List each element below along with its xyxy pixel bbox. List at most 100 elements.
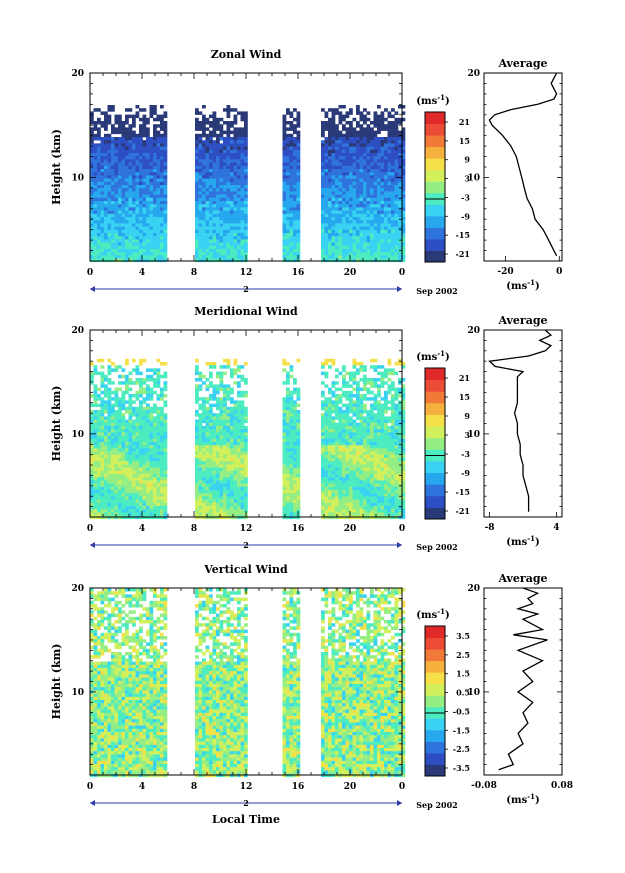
panel-title: Zonal Wind — [211, 48, 282, 61]
y-axis-label: Height (km) — [50, 644, 63, 720]
colorbar-level: 15 — [459, 392, 470, 402]
colorbar-swatch — [425, 158, 445, 171]
average-y-tick: 10 — [467, 430, 480, 440]
colorbar-level: -9 — [461, 211, 470, 221]
colorbar-level: -21 — [456, 249, 470, 259]
colorbar-swatch — [425, 368, 445, 381]
colorbar-unit-base: (ms — [416, 610, 437, 621]
colorbar-swatch — [425, 672, 445, 685]
colorbar-level: -15 — [456, 487, 470, 497]
colorbar-unit-exp: -1 — [437, 349, 445, 358]
x-tick-label: 8 — [191, 524, 197, 534]
average-y-tick: 10 — [467, 688, 480, 698]
colorbar-swatch — [425, 379, 445, 392]
colorbar-level: 2.5 — [456, 650, 470, 660]
x-axis: 0 4 8 12 16 20 0 — [87, 330, 405, 534]
colorbar-unit-base: (ms — [416, 96, 437, 107]
x-tick-label: 12 — [240, 782, 253, 792]
day-marker: 2 — [243, 540, 249, 550]
colorbar-level: 0.5 — [456, 688, 470, 698]
average-line — [498, 587, 548, 771]
colorbar-swatch — [425, 626, 445, 639]
colorbar-level: 15 — [459, 136, 470, 146]
x-tick-label: 12 — [240, 268, 253, 278]
colorbar-swatch — [425, 250, 445, 263]
x-tick-label: 8 — [191, 268, 197, 278]
colorbar-swatch — [425, 460, 445, 474]
y-axis: 10 20 — [71, 584, 402, 776]
x-tick-label: 0 — [399, 782, 405, 792]
average-xlabel: (ms-1) — [506, 278, 539, 292]
x-tick-label: 20 — [344, 268, 357, 278]
colorbar-swatch — [425, 426, 445, 439]
x-tick-label: 0 — [87, 524, 93, 534]
x-tick-label: 0 — [87, 268, 93, 278]
y-axis: 10 20 — [71, 326, 402, 518]
colorbar-swatch — [425, 484, 445, 497]
average-profile: 10 20 -20 0 Average (ms-1) — [467, 57, 563, 292]
colorbar-swatch — [425, 729, 445, 742]
colorbar: 21 15 9 3 -3 -9 -15 -21 (ms-1) — [416, 93, 470, 263]
colorbar-swatch — [425, 507, 445, 520]
panel-2: 0 4 8 12 16 20 0 10 20 Height (km) Meridional Wind… — [50, 305, 563, 552]
average-profile: 10 20 -8 4 Average (ms-1) — [467, 314, 563, 548]
colorbar-swatch — [425, 437, 445, 450]
average-xlabel-close: ) — [535, 795, 540, 806]
x-tick-label: 0 — [399, 268, 405, 278]
date-label: Sep 2002 — [416, 542, 458, 552]
x-tick-label: 0 — [87, 782, 93, 792]
colorbar-frame — [424, 111, 446, 263]
colorbar-swatch — [425, 123, 445, 136]
colorbar-level: -1.5 — [453, 725, 470, 735]
colorbar-level: -15 — [456, 230, 470, 240]
x-tick-label: 4 — [139, 524, 145, 534]
colorbar-level: -2.5 — [453, 744, 470, 754]
average-x-tick: 0.08 — [551, 781, 573, 791]
colorbar-swatch — [425, 472, 445, 485]
average-xlabel-base: (ms — [506, 281, 527, 292]
colorbar-swatch — [425, 683, 445, 696]
colorbar-swatch — [425, 146, 445, 159]
average-line — [488, 329, 553, 512]
colorbar-swatch — [425, 752, 445, 765]
average-frame — [483, 329, 563, 518]
colorbar-level: 3.5 — [456, 631, 470, 641]
average-title: Average — [497, 57, 547, 70]
x-tick-label: 12 — [240, 524, 253, 534]
day-marker: 2 — [243, 798, 249, 808]
colorbar-swatch — [425, 695, 445, 708]
colorbar-swatch — [425, 718, 445, 731]
average-xlabel: (ms-1) — [506, 534, 539, 548]
colorbar-level: -21 — [456, 506, 470, 516]
colorbar-unit-base: (ms — [416, 352, 437, 363]
colorbar-swatch — [425, 215, 445, 228]
colorbar-swatch — [425, 238, 445, 251]
y-tick-label: 10 — [71, 173, 84, 183]
panel-3: 0 4 8 12 16 20 0 10 20 Height (km) Vertical Wind 2 S… — [50, 563, 573, 826]
day-arrow-left — [90, 800, 95, 806]
average-y-tick: 20 — [467, 326, 480, 336]
x-tick-label: 16 — [292, 782, 305, 792]
panel-title: Meridional Wind — [194, 305, 298, 318]
x-tick-label: 16 — [292, 524, 305, 534]
average-profile: 10 20 -0.08 0.08 Average (ms-1) — [467, 572, 572, 806]
average-x-tick: 0 — [556, 267, 562, 277]
y-tick-label: 10 — [71, 430, 84, 440]
colorbar-level: 1.5 — [456, 669, 470, 679]
average-xlabel-exp: -1 — [527, 278, 535, 287]
colorbar-swatch — [425, 112, 445, 125]
colorbar-unit: (ms-1) — [416, 349, 449, 363]
colorbar-level: -9 — [461, 468, 470, 478]
average-x-tick: -8 — [485, 523, 495, 533]
colorbar-swatch — [425, 741, 445, 754]
colorbar-unit-exp: -1 — [437, 607, 445, 616]
colorbar-frame — [424, 367, 446, 520]
day-arrow-left — [90, 542, 95, 548]
colorbar-level: 9 — [464, 411, 470, 421]
average-frame — [483, 587, 563, 776]
colorbar-swatch — [425, 204, 445, 217]
colorbar-swatch — [425, 637, 445, 650]
x-tick-label: 8 — [191, 782, 197, 792]
average-xlabel-close: ) — [535, 281, 540, 292]
